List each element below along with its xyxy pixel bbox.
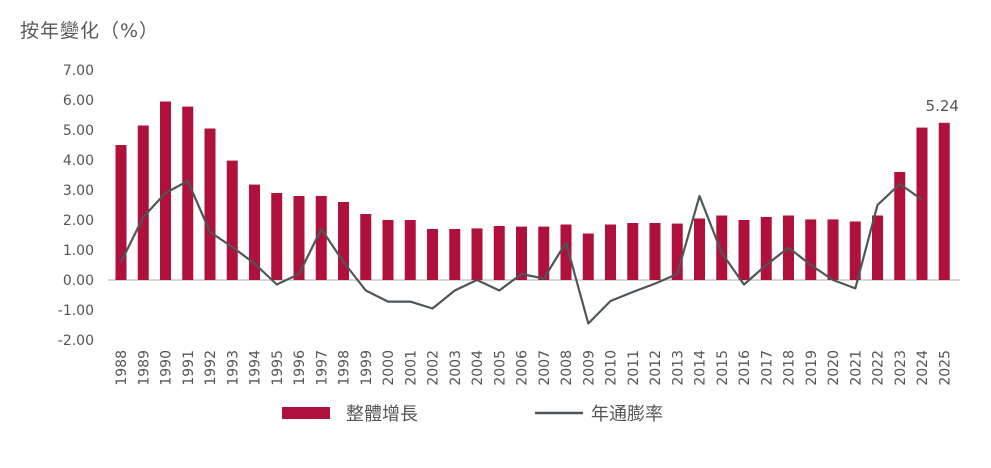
x-tick-label: 2005 — [492, 350, 508, 386]
x-tick-label: 2001 — [403, 350, 419, 386]
y-tick-label: 1.00 — [63, 243, 94, 259]
bar-1992 — [204, 128, 216, 280]
x-tick-label: 2022 — [871, 350, 887, 386]
x-axis-ticks: 1988 1989 1990 1991 1992 1993 1994 1995 1996 1997… — [114, 350, 953, 386]
x-tick-label: 2011 — [626, 350, 642, 386]
x-tick-label: 2017 — [759, 350, 775, 386]
x-tick-label: 2010 — [604, 350, 620, 386]
legend-swatch-overall-growth — [282, 407, 330, 419]
bar-2010 — [605, 224, 616, 280]
legend-label-overall-growth: 整體增長 — [346, 404, 418, 425]
x-tick-label: 1999 — [359, 350, 375, 386]
x-tick-label: 1998 — [337, 350, 353, 386]
x-tick-label: 2006 — [515, 350, 531, 386]
y-tick-label: 4.00 — [63, 153, 94, 169]
x-tick-label: 2018 — [782, 350, 798, 386]
bar-1998 — [338, 202, 349, 280]
bar-1997 — [315, 196, 327, 280]
x-tick-label: 2021 — [848, 350, 864, 386]
bar-2011 — [627, 223, 639, 280]
x-tick-label: 2000 — [381, 350, 397, 386]
y-tick-label: 5.00 — [63, 123, 94, 139]
x-tick-label: 1989 — [136, 350, 152, 386]
bar-2012 — [649, 223, 661, 280]
x-tick-label: 2007 — [537, 350, 553, 386]
bar-2004 — [471, 228, 483, 280]
x-tick-label: 1993 — [225, 350, 241, 386]
bar-2021 — [849, 221, 861, 280]
x-tick-label: 2020 — [826, 350, 842, 386]
bar-2019 — [805, 219, 817, 280]
bar-2016 — [738, 220, 750, 280]
y-tick-label: 6.00 — [63, 93, 94, 109]
x-tick-label: 2002 — [426, 350, 442, 386]
y-tick-label: 7.00 — [63, 63, 94, 79]
y-tick-label: 0.00 — [63, 273, 94, 289]
bar-2006 — [516, 226, 527, 280]
annotation-label: 5.24 — [926, 97, 959, 115]
bar-1993 — [226, 160, 238, 280]
bar-1994 — [249, 184, 260, 280]
bar-2014 — [694, 218, 705, 280]
bar-2005 — [493, 226, 505, 280]
x-tick-label: 1994 — [248, 350, 264, 386]
bar-2013 — [671, 223, 683, 280]
x-tick-label: 2009 — [581, 350, 597, 386]
y-tick-label: 3.00 — [63, 183, 94, 199]
x-tick-label: 2012 — [648, 350, 664, 386]
x-tick-label: 1992 — [203, 350, 219, 386]
chart-title: 按年變化（%） — [20, 20, 160, 42]
bar-2024 — [916, 127, 928, 280]
bar-1989 — [137, 125, 149, 280]
legend-label-inflation: 年通膨率 — [591, 404, 663, 425]
bar-2015 — [716, 215, 728, 280]
x-tick-label: 2013 — [670, 350, 686, 386]
x-tick-label: 2024 — [915, 350, 931, 386]
bar-2007 — [538, 226, 550, 280]
bar-2003 — [449, 229, 461, 280]
x-tick-label: 2004 — [470, 350, 486, 386]
x-tick-label: 2003 — [448, 350, 464, 386]
y-tick-label: 2.00 — [63, 213, 94, 229]
bar-2001 — [404, 220, 416, 280]
x-tick-label: 1996 — [292, 350, 308, 386]
bar-2022 — [872, 215, 883, 280]
y-axis-ticks: 7.00 6.00 5.00 4.00 3.00 2.00 1.00 0.00 -1.00 -2.… — [58, 63, 94, 349]
bar-1999 — [360, 214, 372, 280]
x-tick-label: 2025 — [937, 350, 953, 386]
x-tick-label: 2008 — [559, 350, 575, 386]
y-tick-label: -2.00 — [58, 333, 94, 349]
bar-2000 — [382, 220, 394, 280]
legend: 整體增長 年通膨率 — [282, 404, 663, 425]
bar-2023 — [894, 172, 906, 280]
annotations: 5.24 — [926, 97, 959, 115]
x-tick-label: 2019 — [804, 350, 820, 386]
x-tick-label: 1988 — [114, 350, 130, 386]
bar-2025 — [938, 122, 950, 280]
x-tick-label: 1990 — [159, 350, 175, 386]
x-tick-label: 2023 — [893, 350, 909, 386]
bar-2020 — [827, 219, 839, 280]
x-tick-label: 1995 — [270, 350, 286, 386]
bar-1991 — [182, 106, 194, 280]
bar-2002 — [427, 229, 438, 280]
bar-1995 — [271, 193, 283, 280]
bar-1990 — [160, 101, 171, 280]
bar-2008 — [560, 224, 572, 280]
y-tick-label: -1.00 — [58, 303, 94, 319]
x-tick-label: 2014 — [693, 350, 709, 386]
bar-2017 — [760, 217, 772, 280]
bar-1996 — [293, 196, 305, 280]
inflation-line — [120, 179, 923, 325]
bar-1988 — [115, 145, 127, 280]
x-tick-label: 1997 — [314, 350, 330, 386]
bar-2009 — [582, 233, 594, 280]
x-tick-label: 1991 — [181, 350, 197, 386]
x-tick-label: 2016 — [737, 350, 753, 386]
x-tick-label: 2015 — [715, 350, 731, 386]
